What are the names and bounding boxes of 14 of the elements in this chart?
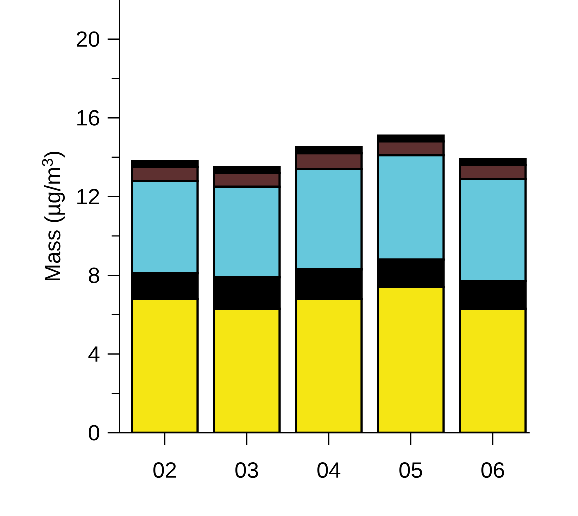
x-tick-label: 06 <box>482 462 504 478</box>
x-tick-label: 05 <box>400 462 422 478</box>
x-tick-label: 04 <box>318 462 341 478</box>
y-tick-label: 0 <box>88 425 100 441</box>
y-axis-title: Mass (µg/m$^{3}$) <box>42 152 66 281</box>
x-tick-label: 02 <box>154 462 176 478</box>
y-tick-label: 20 <box>77 32 100 48</box>
x-tick-label: 03 <box>236 462 258 478</box>
y-tick-label: 8 <box>89 268 100 284</box>
y-tick-label: 16 <box>78 110 100 126</box>
y-tick-label: 4 <box>88 346 100 362</box>
y-tick-label: 12 <box>78 189 100 204</box>
bar <box>131 298 199 433</box>
bar <box>295 298 363 433</box>
